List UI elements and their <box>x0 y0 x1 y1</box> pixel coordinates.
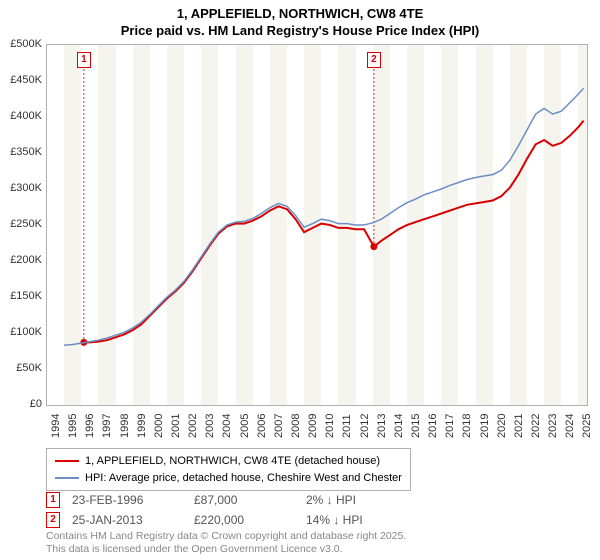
x-tick-label: 2014 <box>393 414 405 438</box>
x-tick-label: 2024 <box>564 414 576 438</box>
x-tick-label: 2025 <box>581 414 593 438</box>
x-tick-label: 2018 <box>461 414 473 438</box>
x-tick-label: 2023 <box>547 414 559 438</box>
x-tick-label: 1994 <box>50 414 62 438</box>
sale-marker-icon: 1 <box>46 492 60 508</box>
x-tick-label: 2015 <box>410 414 422 438</box>
x-tick-label: 2010 <box>324 414 336 438</box>
x-tick-label: 2008 <box>290 414 302 438</box>
sale-delta: 2% ↓ HPI <box>306 493 356 507</box>
x-tick-label: 2011 <box>341 414 353 438</box>
plot-area <box>46 44 588 406</box>
sale-marker-icon: 2 <box>46 512 60 528</box>
legend-label: HPI: Average price, detached house, Ches… <box>85 470 402 487</box>
x-tick-label: 2006 <box>256 414 268 438</box>
y-tick-label: £450K <box>10 74 42 86</box>
x-tick-label: 2012 <box>359 414 371 438</box>
x-tick-label: 2017 <box>444 414 456 438</box>
legend-swatch <box>55 460 79 462</box>
sale-row: 2 25-JAN-2013 £220,000 14% ↓ HPI <box>46 512 586 528</box>
y-tick-label: £400K <box>10 110 42 122</box>
chart-title-line1: 1, APPLEFIELD, NORTHWICH, CW8 4TE <box>0 0 600 23</box>
y-tick-label: £150K <box>10 290 42 302</box>
x-tick-label: 1999 <box>136 414 148 438</box>
sale-marker-icon: 1 <box>77 52 91 68</box>
attribution: Contains HM Land Registry data © Crown c… <box>46 530 406 556</box>
sale-date: 23-FEB-1996 <box>72 493 182 507</box>
plot-svg <box>47 45 587 405</box>
x-tick-label: 1995 <box>67 414 79 438</box>
legend-label: 1, APPLEFIELD, NORTHWICH, CW8 4TE (detac… <box>85 453 380 470</box>
sale-delta: 14% ↓ HPI <box>306 513 363 527</box>
x-tick-label: 2000 <box>153 414 165 438</box>
y-tick-label: £200K <box>10 254 42 266</box>
sale-marker-icon: 2 <box>367 52 381 68</box>
x-tick-label: 2013 <box>376 414 388 438</box>
x-tick-label: 1996 <box>84 414 96 438</box>
chart-title-line2: Price paid vs. HM Land Registry's House … <box>0 23 600 38</box>
sale-price: £87,000 <box>194 493 294 507</box>
attribution-line: This data is licensed under the Open Gov… <box>46 543 406 556</box>
x-tick-label: 2019 <box>479 414 491 438</box>
x-tick-label: 1998 <box>119 414 131 438</box>
y-tick-label: £0 <box>30 398 42 410</box>
legend-swatch <box>55 477 79 479</box>
x-tick-label: 2001 <box>170 414 182 438</box>
x-tick-label: 2003 <box>204 414 216 438</box>
x-tick-label: 2007 <box>273 414 285 438</box>
series-hpi <box>64 88 584 345</box>
y-tick-label: £250K <box>10 218 42 230</box>
x-tick-label: 2020 <box>496 414 508 438</box>
x-tick-label: 2004 <box>221 414 233 438</box>
attribution-line: Contains HM Land Registry data © Crown c… <box>46 530 406 543</box>
legend-item: HPI: Average price, detached house, Ches… <box>55 470 402 487</box>
y-tick-label: £100K <box>10 326 42 338</box>
x-tick-label: 2021 <box>513 414 525 438</box>
sale-date: 25-JAN-2013 <box>72 513 182 527</box>
legend: 1, APPLEFIELD, NORTHWICH, CW8 4TE (detac… <box>46 448 411 491</box>
y-tick-label: £350K <box>10 146 42 158</box>
chart-container: { "title_line1": "1, APPLEFIELD, NORTHWI… <box>0 0 600 560</box>
y-tick-label: £300K <box>10 182 42 194</box>
x-tick-label: 2002 <box>187 414 199 438</box>
legend-item: 1, APPLEFIELD, NORTHWICH, CW8 4TE (detac… <box>55 453 402 470</box>
y-tick-label: £50K <box>16 362 42 374</box>
x-tick-label: 2016 <box>427 414 439 438</box>
x-tick-label: 2005 <box>239 414 251 438</box>
x-tick-label: 1997 <box>101 414 113 438</box>
sale-row: 1 23-FEB-1996 £87,000 2% ↓ HPI <box>46 492 586 508</box>
x-tick-label: 2022 <box>530 414 542 438</box>
series-price_paid <box>84 121 584 343</box>
sale-price: £220,000 <box>194 513 294 527</box>
x-tick-label: 2009 <box>307 414 319 438</box>
y-tick-label: £500K <box>10 38 42 50</box>
